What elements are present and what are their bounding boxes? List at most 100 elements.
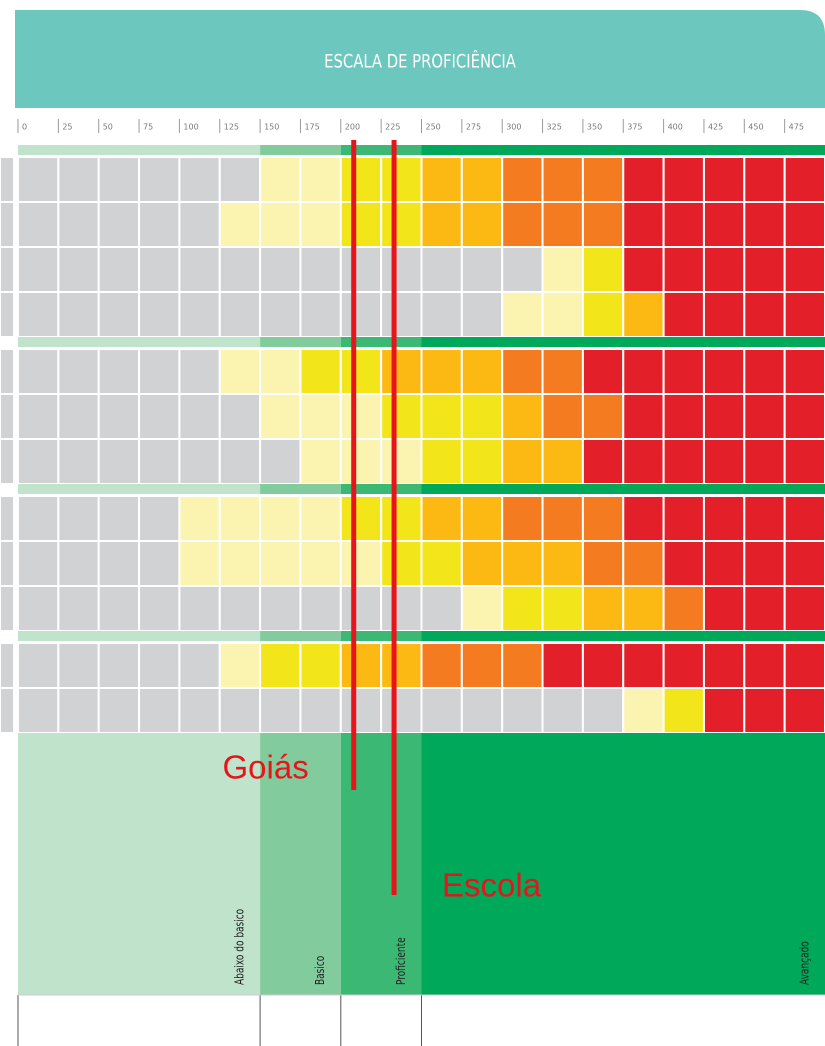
scale-cell <box>97 246 141 293</box>
tick-label: 100 <box>183 123 198 132</box>
scale-cell <box>420 393 463 440</box>
scale-cell <box>218 201 262 248</box>
scale-cell <box>17 393 60 440</box>
scale-cell <box>218 246 262 293</box>
scale-cell <box>57 687 100 734</box>
scale-cell <box>501 393 544 440</box>
scale-cell <box>743 201 786 248</box>
scale-cell <box>702 642 746 689</box>
tick-label: 325 <box>547 123 562 132</box>
scale-cell <box>662 246 705 293</box>
level-band <box>421 145 825 155</box>
scale-cell <box>743 156 786 203</box>
tick-label: 300 <box>506 123 521 132</box>
scale-cell <box>581 642 625 689</box>
tick-label: 200 <box>345 123 360 132</box>
scale-cell <box>380 246 423 293</box>
scale-cell <box>501 246 544 293</box>
scale-cell <box>97 495 141 542</box>
scale-cell <box>541 291 584 338</box>
scale-cell <box>259 246 302 293</box>
scale-cell <box>57 246 100 293</box>
scale-cell <box>178 642 221 689</box>
scale-cell <box>259 540 302 587</box>
scale-cell <box>460 642 504 689</box>
scale-cell <box>17 642 60 689</box>
scale-cell <box>420 642 463 689</box>
scale-cell <box>380 642 423 689</box>
scale-cell <box>339 687 383 734</box>
scale-cell <box>178 201 221 248</box>
scale-cell <box>299 585 342 632</box>
scale-cell <box>299 495 342 542</box>
scale-cell <box>581 438 625 485</box>
level-band <box>340 337 422 347</box>
scale-cell <box>380 393 423 440</box>
scale-cell <box>622 393 665 440</box>
level-band <box>340 631 422 641</box>
scale-cell <box>541 687 584 734</box>
scale-cell <box>299 246 342 293</box>
scale-cell <box>581 156 625 203</box>
scale-cell <box>218 540 262 587</box>
scale-cell <box>622 156 665 203</box>
scale-cell <box>420 291 463 338</box>
scale-cell <box>138 348 181 395</box>
scale-cell <box>97 156 141 203</box>
scale-cell <box>662 438 705 485</box>
tick-label: 50 <box>103 123 113 132</box>
scale-cell <box>581 393 625 440</box>
scale-cell <box>339 495 383 542</box>
level-band <box>260 337 341 347</box>
scale-cell <box>97 201 141 248</box>
tick-label: 275 <box>466 123 481 132</box>
scale-cell <box>501 438 544 485</box>
scale-cell <box>743 291 786 338</box>
scale-cell <box>783 438 825 485</box>
scale-cell <box>460 156 504 203</box>
tick-label: 75 <box>143 123 153 132</box>
scale-cell <box>662 201 705 248</box>
scale-cell <box>662 687 705 734</box>
scale-cell <box>138 642 181 689</box>
scale-cell <box>259 291 302 338</box>
scale-cell <box>622 246 665 293</box>
scale-cell <box>138 201 181 248</box>
scale-cell <box>380 348 423 395</box>
scale-cell <box>783 540 825 587</box>
scale-cell <box>783 642 825 689</box>
scale-cell <box>218 291 262 338</box>
scale-cell <box>581 291 625 338</box>
header-title: ESCALA DE PROFICIÊNCIA <box>324 49 516 74</box>
tick-label: 475 <box>789 123 804 132</box>
scale-cell <box>662 156 705 203</box>
scale-cell <box>17 291 60 338</box>
scale-cell <box>743 540 786 587</box>
scale-cell <box>138 156 181 203</box>
tick-label: 350 <box>587 123 602 132</box>
scale-cell <box>420 540 463 587</box>
scale-cell <box>97 585 141 632</box>
cropped-cell <box>0 585 15 632</box>
scale-cell <box>339 438 383 485</box>
scale-cell <box>339 540 383 587</box>
scale-cell <box>259 156 302 203</box>
scale-cell <box>178 495 221 542</box>
scale-cell <box>299 348 342 395</box>
scale-cell <box>57 393 100 440</box>
scale-cell <box>178 438 221 485</box>
scale-cell <box>97 687 141 734</box>
scale-cell <box>541 246 584 293</box>
scale-cell <box>299 642 342 689</box>
scale-cell <box>501 201 544 248</box>
cropped-cell <box>0 393 15 440</box>
level-band <box>18 145 261 155</box>
scale-cell <box>339 156 383 203</box>
scale-cell <box>339 348 383 395</box>
scale-cell <box>299 201 342 248</box>
scale-cell <box>380 687 423 734</box>
scale-cell <box>581 246 625 293</box>
scale-cell <box>622 585 665 632</box>
scale-cell <box>420 156 463 203</box>
